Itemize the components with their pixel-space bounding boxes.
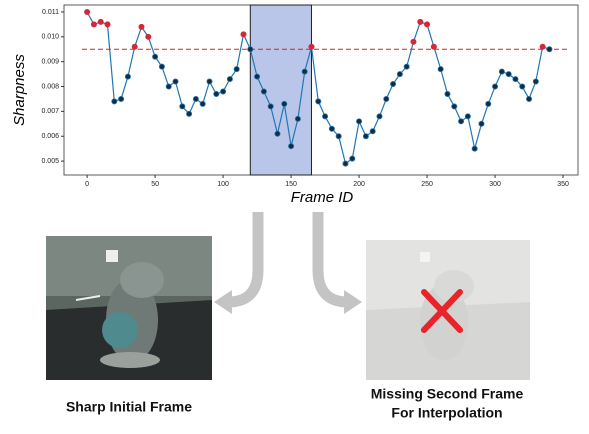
frame-point (166, 84, 171, 89)
y-tick-label: 0.005 (41, 158, 59, 165)
frame-point (125, 74, 130, 79)
x-tick-label: 200 (353, 181, 365, 188)
frame-point (547, 47, 552, 52)
frame-point (119, 96, 124, 101)
frame-point (248, 47, 253, 52)
frame-point (540, 44, 545, 49)
frame-point (506, 71, 511, 76)
frame-point (418, 19, 423, 24)
frame-point (316, 99, 321, 104)
frame-point (288, 144, 293, 149)
y-tick-label: 0.007 (41, 108, 59, 115)
frame-point (302, 69, 307, 74)
frame-point (465, 114, 470, 119)
frame-point (438, 67, 443, 72)
figure: 0.005 0.006 0.007 0.008 0.009 0.010 0.011 0 50 10… (0, 0, 589, 429)
frame-point (241, 32, 246, 37)
frame-point (397, 71, 402, 76)
frame-point (282, 101, 287, 106)
frame-point (187, 111, 192, 116)
frame-point (526, 96, 531, 101)
missing-frame-image (366, 240, 530, 380)
frame-point (146, 34, 151, 39)
frame-point (112, 99, 117, 104)
plot-area (64, 5, 578, 175)
chart: 0.005 0.006 0.007 0.008 0.009 0.010 0.011 0 50 10… (41, 5, 578, 188)
x-tick-label: 300 (489, 181, 501, 188)
y-tick-label: 0.010 (41, 34, 59, 41)
frame-point (377, 114, 382, 119)
x-tick-label: 100 (217, 181, 229, 188)
frame-point (411, 39, 416, 44)
frame-point (499, 69, 504, 74)
frame-point (492, 84, 497, 89)
y-tick-label: 0.008 (41, 83, 59, 90)
frame-point (153, 54, 158, 59)
frame-point (180, 104, 185, 109)
frame-point (309, 44, 314, 49)
frame-point (390, 81, 395, 86)
frame-point (322, 114, 327, 119)
frame-point (295, 116, 300, 121)
frame-point (193, 96, 198, 101)
x-tick-label: 250 (421, 181, 433, 188)
frame-point (254, 74, 259, 79)
frame-point (200, 101, 205, 106)
frame-point (227, 76, 232, 81)
frame-point (343, 161, 348, 166)
frame-point (452, 104, 457, 109)
frame-point (445, 91, 450, 96)
frame-point (214, 91, 219, 96)
arrow (228, 212, 258, 302)
caption: Missing Second Frame (371, 386, 524, 402)
arrow (318, 212, 348, 302)
frame-point (458, 119, 463, 124)
caption: For Interpolation (391, 405, 502, 421)
frame-point (173, 79, 178, 84)
frame-point (261, 89, 266, 94)
frame-point (404, 64, 409, 69)
frame-point (105, 22, 110, 27)
frame-point (431, 44, 436, 49)
frame-point (350, 156, 355, 161)
frame-point (132, 44, 137, 49)
arrow-head (344, 290, 362, 314)
x-tick-label: 150 (285, 181, 297, 188)
frame-point (424, 22, 429, 27)
frame-point (336, 134, 341, 139)
frame-point (384, 96, 389, 101)
frame-point (533, 79, 538, 84)
frame-point (220, 89, 225, 94)
x-axis-label: Frame ID (291, 189, 354, 206)
y-tick-label: 0.011 (42, 9, 59, 16)
frame-point (234, 67, 239, 72)
arrow-head (214, 290, 232, 314)
frame-point (207, 79, 212, 84)
frame-point (479, 121, 484, 126)
y-tick-label: 0.009 (41, 59, 59, 66)
frame-point (472, 146, 477, 151)
frame-point (139, 24, 144, 29)
frame-point (513, 76, 518, 81)
y-tick-label: 0.006 (41, 133, 59, 140)
frame-point (370, 129, 375, 134)
frame-point (98, 19, 103, 24)
x-tick-label: 50 (151, 181, 159, 188)
y-axis-label: Sharpness (11, 54, 28, 126)
frame-point (363, 134, 368, 139)
frame-point (275, 131, 280, 136)
frame-point (91, 22, 96, 27)
frame-point (356, 119, 361, 124)
x-tick-label: 350 (557, 181, 569, 188)
sharp-frame-image (46, 236, 212, 380)
caption: Sharp Initial Frame (66, 399, 192, 415)
frame-point (520, 84, 525, 89)
frame-point (486, 101, 491, 106)
frame-point (85, 9, 90, 14)
frame-point (268, 104, 273, 109)
frame-point (329, 126, 334, 131)
x-tick-label: 0 (85, 181, 89, 188)
frame-point (159, 64, 164, 69)
